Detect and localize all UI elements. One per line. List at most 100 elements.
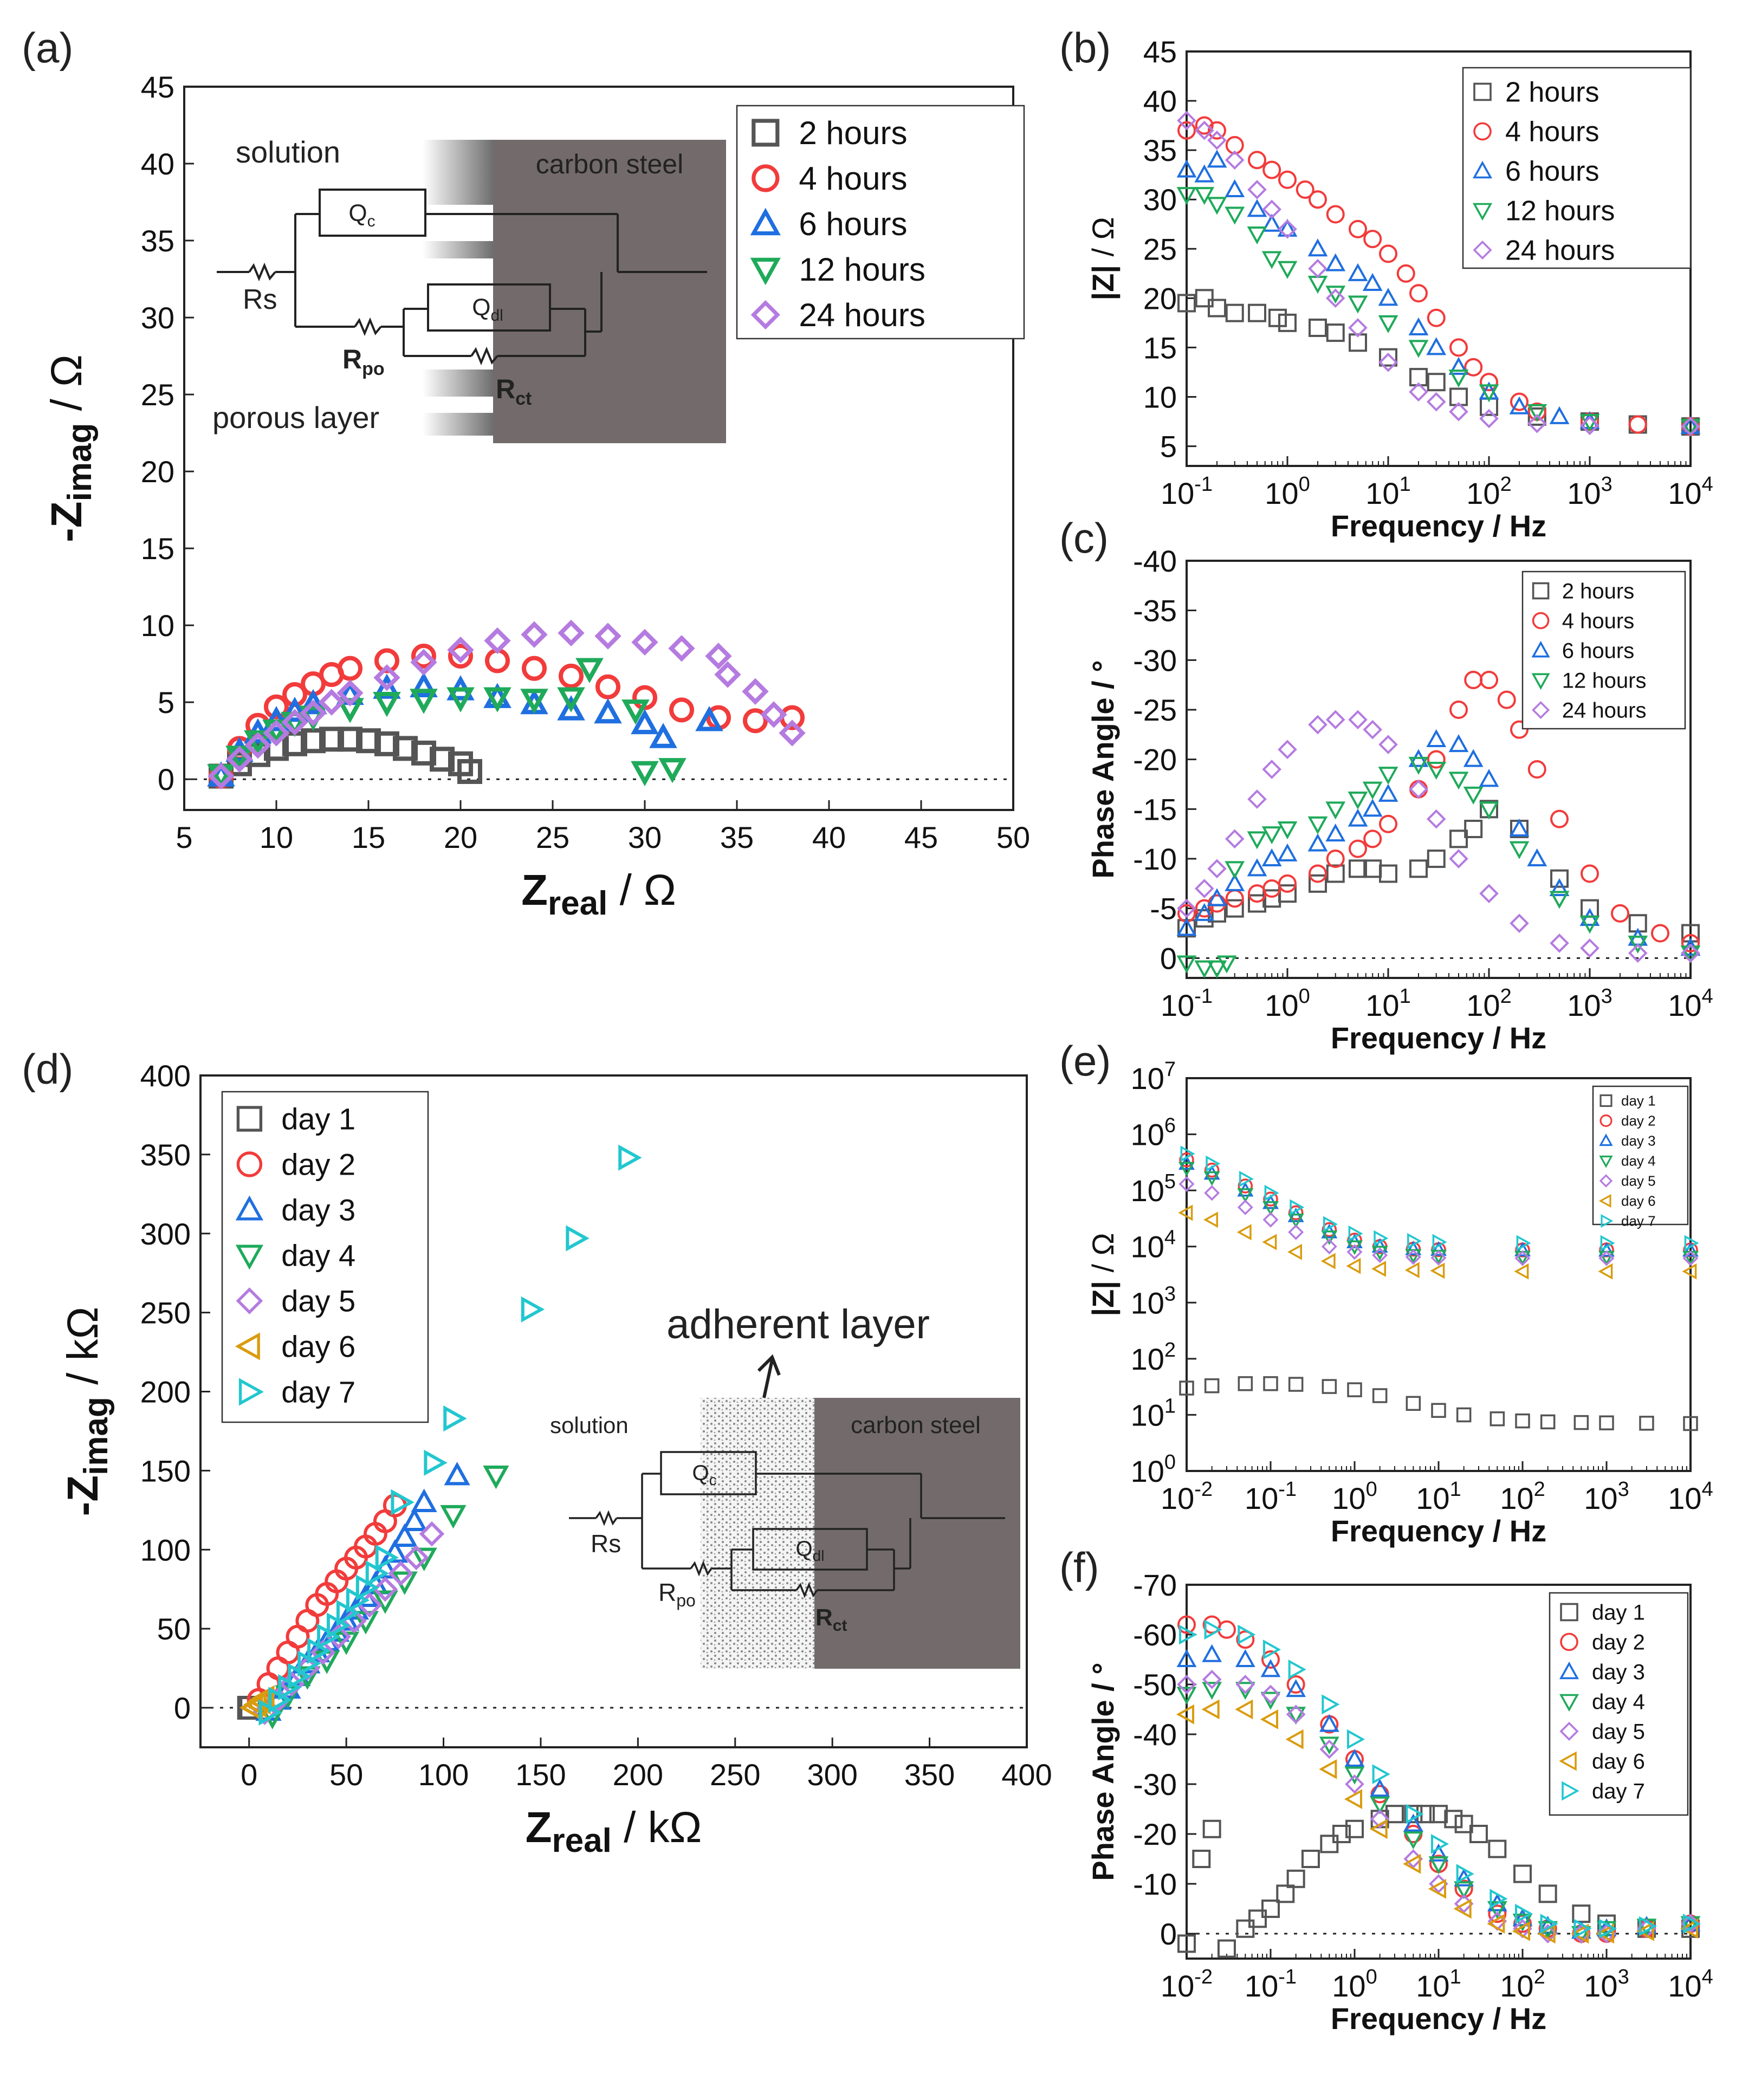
data-point: [631, 628, 658, 656]
data-point: [1431, 1834, 1449, 1854]
series-d-day-7: [258, 1144, 642, 1726]
data-point: [1263, 1639, 1281, 1660]
data-point: [1194, 120, 1214, 140]
data-point: [1426, 337, 1447, 355]
data-point: [1278, 219, 1297, 239]
x-tick-label-f: 10-2: [1161, 1966, 1213, 2003]
data-point: [1321, 1239, 1337, 1255]
legend-box-c: [1521, 571, 1686, 730]
x-tick-label-b: 103: [1567, 473, 1612, 510]
y-tick-label-e: 105: [1131, 1170, 1176, 1208]
data-point: [669, 697, 694, 723]
data-point: [1235, 1675, 1255, 1694]
data-point: [1682, 1250, 1699, 1266]
data-point: [1262, 1201, 1279, 1216]
carbon-steel-block-a: [493, 140, 726, 443]
data-point: [1262, 160, 1281, 179]
data-point: [1194, 903, 1215, 921]
data-point: [1512, 1921, 1530, 1941]
data-point: [1598, 1263, 1613, 1280]
data-point: [1540, 1414, 1556, 1430]
data-point: [1225, 206, 1245, 225]
series-b-2-hours: [1177, 289, 1700, 436]
legend-marker: [1560, 1632, 1578, 1651]
data-point: [1201, 1699, 1220, 1720]
data-point: [1463, 749, 1484, 767]
panel-label-f: (f): [1059, 1544, 1099, 1591]
y-tick-label-e: 101: [1131, 1395, 1176, 1432]
rpo-label-d: Rpo: [658, 1578, 696, 1610]
data-point: [1428, 1878, 1446, 1899]
legend-label: day 6: [281, 1330, 355, 1364]
rs-label-d: Rs: [591, 1529, 621, 1558]
data-point: [558, 619, 585, 647]
legend-label: 4 hours: [1505, 116, 1599, 148]
legend-label: 24 hours: [1505, 235, 1615, 267]
data-point: [1550, 809, 1569, 828]
data-point: [1235, 1649, 1255, 1667]
data-point: [1600, 1235, 1615, 1252]
data-point: [1432, 1234, 1447, 1250]
legend-marker: [235, 1245, 263, 1270]
x-tick-label-e: 100: [1332, 1478, 1377, 1515]
data-point: [1680, 419, 1701, 437]
data-point: [1277, 218, 1298, 237]
data-point: [1308, 874, 1327, 893]
y-tick-label-f: -70: [1133, 1568, 1177, 1602]
legend-label: day 4: [1592, 1690, 1645, 1714]
legend-marker: [1598, 1194, 1611, 1208]
legend-marker: [1472, 160, 1493, 179]
data-point: [1610, 904, 1629, 923]
legend-marker: [1532, 582, 1550, 600]
x-tick-label-a: 30: [628, 820, 662, 854]
y-axis-label-d: -Zimag / kΩ: [59, 1307, 115, 1516]
data-point: [779, 720, 806, 747]
data-point: [1449, 701, 1468, 719]
y-axis-label-c: Phase Angle / °: [1086, 660, 1120, 878]
legend-marker: [1599, 1133, 1613, 1146]
x-tick-label-e: 104: [1668, 1478, 1713, 1515]
data-point: [1449, 829, 1468, 848]
data-point: [1323, 1216, 1338, 1233]
legend-f: day 1 day 2 day 3 day 4 day 5 day 6 day 7: [1549, 1592, 1689, 1816]
data-point: [419, 1521, 445, 1547]
y-tick-label-d: 100: [140, 1533, 191, 1567]
data-point: [310, 1639, 336, 1665]
data-point: [1348, 710, 1368, 730]
x-tick-label-f: 10-1: [1245, 1966, 1297, 2003]
x-tick-label-a: 45: [904, 820, 938, 854]
data-point: [1599, 1415, 1614, 1430]
data-point: [1348, 808, 1368, 827]
y-tick-label-c: -25: [1133, 693, 1177, 727]
data-point: [1651, 924, 1670, 943]
data-point: [1346, 1240, 1363, 1255]
data-point: [1202, 1644, 1222, 1662]
data-point: [1225, 303, 1244, 322]
data-point: [1372, 1388, 1388, 1403]
adherent-layer-block: [701, 1398, 814, 1669]
x-tick-label-d: 350: [904, 1758, 955, 1792]
data-point: [1407, 1233, 1422, 1249]
legend-marker: [238, 1378, 264, 1406]
data-point: [1278, 874, 1297, 893]
data-point: [1326, 205, 1345, 224]
legend-marker: [1559, 1694, 1579, 1712]
data-point: [1469, 1825, 1488, 1843]
data-point: [1344, 1789, 1362, 1809]
y-tick-label-a: 35: [141, 224, 174, 258]
legend-marker: [236, 1287, 263, 1314]
data-point: [1179, 1380, 1194, 1396]
data-point: [1416, 1805, 1435, 1824]
data-point: [1514, 1263, 1529, 1280]
data-point: [1247, 199, 1267, 217]
data-point: [1372, 1764, 1390, 1784]
x-tick-label-f: 100: [1332, 1966, 1377, 2003]
data-point: [1599, 1918, 1617, 1939]
data-point: [1247, 858, 1267, 877]
data-point: [1237, 1199, 1253, 1215]
data-point: [404, 1545, 429, 1571]
data-point: [1325, 801, 1346, 820]
y-tick-label-d: 400: [140, 1059, 191, 1093]
y-tick-label-c: -10: [1133, 842, 1177, 876]
